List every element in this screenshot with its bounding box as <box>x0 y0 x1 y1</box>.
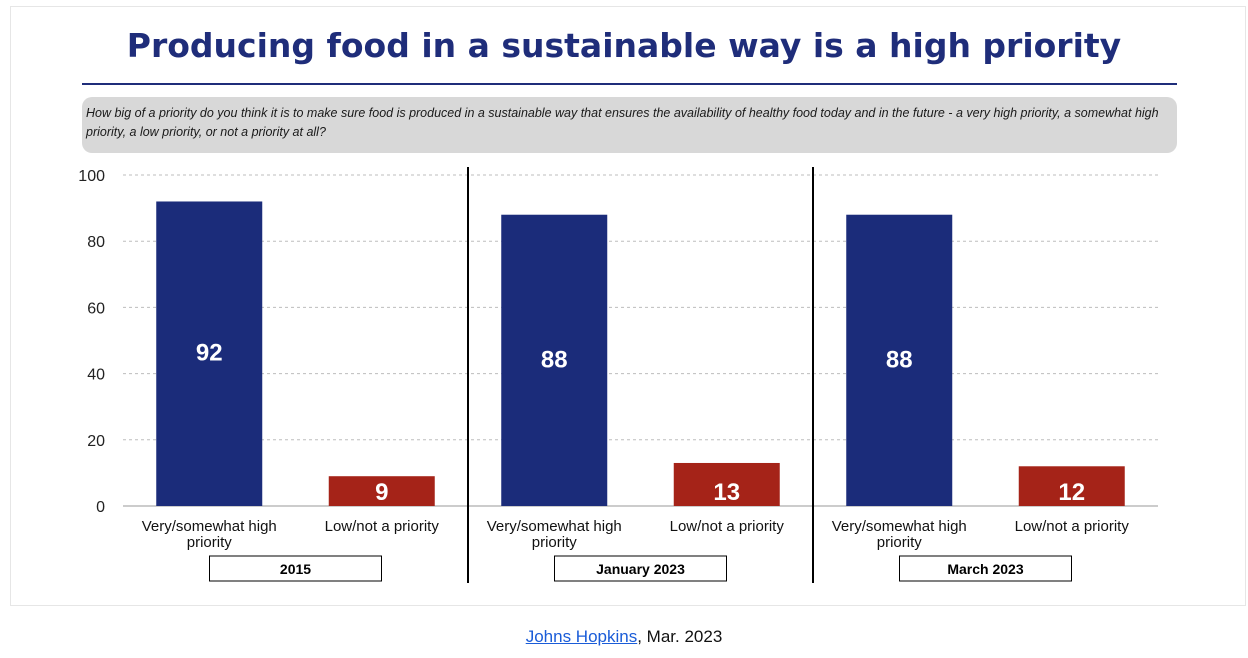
y-tick-label: 20 <box>87 433 105 450</box>
y-tick-label: 40 <box>87 367 105 384</box>
x-category-label: Very/somewhat high <box>832 518 967 535</box>
x-category-label: Low/not a priority <box>1015 518 1130 535</box>
x-category-label: priority <box>187 534 233 551</box>
group-label: March 2023 <box>947 561 1023 577</box>
bar <box>328 476 435 506</box>
bar-value-label: 12 <box>1058 479 1085 506</box>
source-footer: Johns Hopkins, Mar. 2023 <box>0 627 1248 647</box>
group-label-box <box>209 555 382 582</box>
y-tick-label: 80 <box>87 234 105 251</box>
bar-value-label: 13 <box>713 479 740 506</box>
bar <box>846 214 953 506</box>
x-category-label: Very/somewhat high <box>487 518 622 535</box>
bar <box>501 214 608 506</box>
y-tick-label: 60 <box>87 300 105 317</box>
x-category-label: priority <box>877 534 923 551</box>
title-divider <box>82 83 1177 85</box>
y-tick-label: 100 <box>78 168 105 185</box>
x-category-label: Low/not a priority <box>325 518 440 535</box>
survey-question: How big of a priority do you think it is… <box>82 97 1177 153</box>
y-tick-label: 0 <box>96 499 105 516</box>
bar-value-label: 9 <box>375 479 388 506</box>
bar-value-label: 88 <box>886 346 913 373</box>
x-category-label: Low/not a priority <box>670 518 785 535</box>
source-link[interactable]: Johns Hopkins <box>525 627 638 646</box>
bar <box>156 201 263 507</box>
bar-value-label: 92 <box>196 340 223 367</box>
group-label: January 2023 <box>596 561 685 577</box>
bar-value-label: 88 <box>541 346 568 373</box>
group-label: 2015 <box>280 561 311 577</box>
bar <box>1018 466 1125 506</box>
bar <box>673 462 780 506</box>
source-date: , Mar. 2023 <box>637 627 723 646</box>
page-title: Producing food in a sustainable way is a… <box>126 26 1122 65</box>
group-label-box <box>899 555 1072 582</box>
x-category-label: priority <box>532 534 578 551</box>
group-label-box <box>554 555 727 582</box>
x-category-label: Very/somewhat high <box>142 518 277 535</box>
